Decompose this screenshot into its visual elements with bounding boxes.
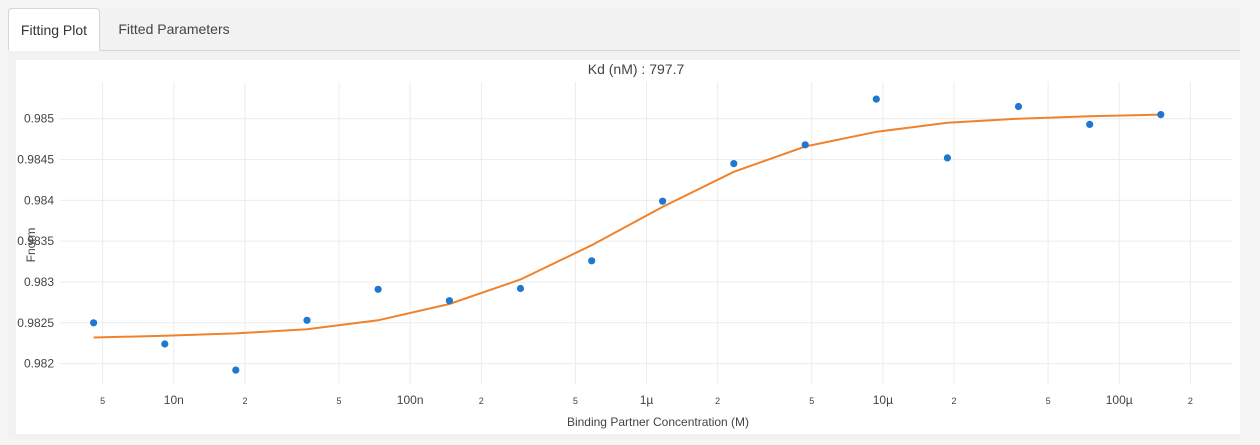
series-layer [90,95,1165,374]
main-panel: Fitting Plot Fitted Parameters 0.982 0.98… [8,8,1240,439]
x-tick-label: 5 [809,396,814,406]
x-tick-label: 100n [397,393,424,407]
tab-fitting-plot[interactable]: Fitting Plot [8,8,100,51]
data-point [1157,111,1165,119]
x-tick-label: 10µ [873,393,893,407]
x-tick-label: 10n [164,393,184,407]
x-tick-label: 2 [479,396,484,406]
data-point [730,160,738,168]
x-tick-label: 1µ [640,393,654,407]
x-tick-label: 100µ [1106,393,1133,407]
data-point [445,297,453,305]
x-tick-label: 2 [242,396,247,406]
y-tick-label: 0.9835 [17,234,54,248]
y-tick-label: 0.9825 [17,316,54,330]
x-axis-label: Binding Partner Concentration (M) [567,415,749,429]
fit-curve [93,113,1161,339]
x-tick-label: 2 [952,396,957,406]
data-point [943,154,952,162]
data-point [90,319,98,327]
x-tick-label: 5 [100,396,105,406]
y-tick-label: 0.983 [24,275,54,289]
chart-title: Kd (nM) : 797.7 [588,61,685,77]
data-point [374,285,382,293]
x-tick-label: 2 [1188,396,1193,406]
data-point [232,366,240,374]
data-point [1014,102,1023,111]
tab-fitted-parameters[interactable]: Fitted Parameters [118,21,230,37]
data-point [303,316,311,324]
y-tick-label: 0.984 [24,193,54,207]
data-point [1086,120,1094,128]
x-tick-label: 2 [715,396,720,406]
data-point [872,95,880,103]
data-point [659,197,667,205]
plot-container: 0.982 0.9825 0.983 0.9835 0.984 0.9845 0.985 5 1… [16,60,1240,434]
y-tick-label: 0.982 [24,357,54,371]
fitting-chart[interactable]: 0.982 0.9825 0.983 0.9835 0.984 0.9845 0.985 5 1… [16,60,1240,434]
y-axis-label: Fnorm [24,228,38,263]
x-tick-label: 5 [573,396,578,406]
x-tick-label: 5 [1046,396,1051,406]
tab-bar: Fitting Plot Fitted Parameters [8,8,1240,51]
data-point [516,284,525,293]
data-point [161,340,169,348]
data-point [801,141,809,149]
y-tick-label: 0.985 [24,112,54,126]
data-point [588,257,596,265]
y-tick-label: 0.9845 [17,153,54,167]
axis-layer: 0.982 0.9825 0.983 0.9835 0.984 0.9845 0.985 5 1… [17,112,1193,407]
grid-layer [60,82,1232,384]
x-tick-label: 5 [337,396,342,406]
